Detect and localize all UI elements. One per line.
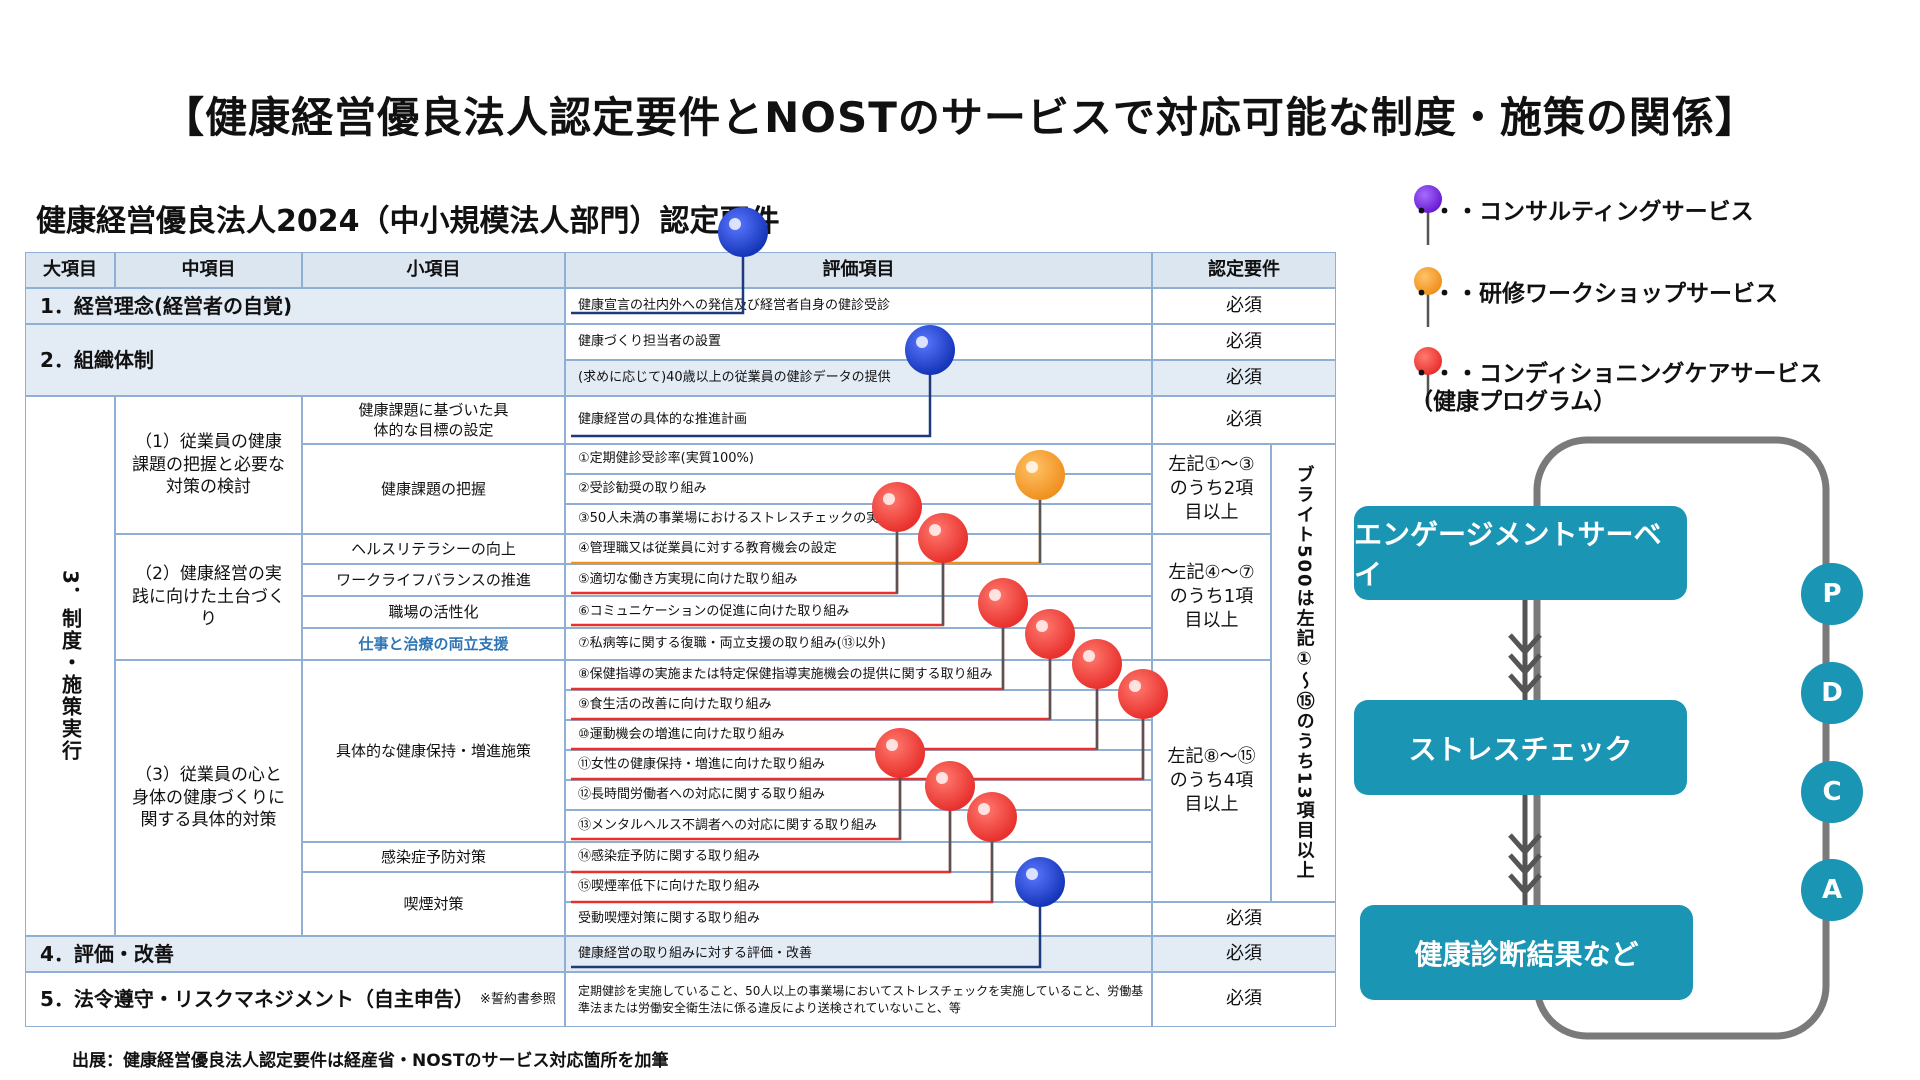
eval-row: 定期健診を実施していること、50人以上の事業場においてストレスチェックを実施して…	[565, 972, 1152, 1027]
header-req: 認定要件	[1152, 252, 1336, 288]
flow-arrow-2	[1508, 795, 1542, 905]
pdca-check: C	[1801, 761, 1863, 823]
section-1: 1．経営理念(経営者の自覚)	[25, 288, 565, 324]
pdca-plan: P	[1801, 563, 1863, 625]
flow-arrow-1	[1508, 600, 1542, 700]
req-must: 必須	[1152, 902, 1336, 936]
section-4: 4．評価・改善	[25, 936, 565, 972]
req-must: 必須	[1152, 396, 1336, 444]
eval-row: 健康づくり担当者の設置	[565, 324, 1152, 360]
eval-row: ⑮喫煙率低下に向けた取り組み	[565, 872, 1152, 902]
legend-item: ・・・コンサルティングサービス	[1410, 199, 1754, 225]
flow-health-checkup: 健康診断結果など	[1360, 905, 1693, 1000]
eval-row: ⑤適切な働き方実現に向けた取り組み	[565, 564, 1152, 596]
small-item: ワークライフバランスの推進	[302, 564, 565, 596]
small-item: ヘルスリテラシーの向上	[302, 534, 565, 564]
pdca-do: D	[1801, 662, 1863, 724]
pdca-act: A	[1801, 859, 1863, 921]
eval-row: ⑩運動機会の増進に向けた取り組み	[565, 720, 1152, 750]
legend-item: ・・・コンディショニングケアサービス（健康プログラム）	[1410, 361, 1823, 415]
middle-3: （3）従業員の心と身体の健康づくりに関する具体的対策	[115, 660, 302, 936]
eval-row: ④管理職又は従業員に対する教育機会の設定	[565, 534, 1152, 564]
eval-row: ⑧保健指導の実施または特定保健指導実施機会の提供に関する取り組み	[565, 660, 1152, 690]
table-title: 健康経営優良法人2024（中小規模法人部門）認定要件	[36, 204, 780, 239]
eval-row: ⑥コミュニケーションの促進に向けた取り組み	[565, 596, 1152, 628]
page-title: 【健康経営優良法人認定要件とNOSTのサービスで対応可能な制度・施策の関係】	[162, 93, 1758, 142]
requirements-table: 大項目 中項目 小項目 評価項目 認定要件 1．経営理念(経営者の自覚) 健康宣…	[25, 252, 1336, 1027]
middle-2: （2）健康経営の実践に向けた土台づくり	[115, 534, 302, 660]
small-item: 職場の活性化	[302, 596, 565, 628]
eval-row: ⑫長時間労働者への対応に関する取り組み	[565, 780, 1152, 810]
req-must: 必須	[1152, 288, 1336, 324]
eval-row: 受動喫煙対策に関する取り組み	[565, 902, 1152, 936]
eval-row: ⑨食生活の改善に向けた取り組み	[565, 690, 1152, 720]
eval-row: ⑦私病等に関する復職・両立支援の取り組み(⑬以外)	[565, 628, 1152, 660]
section-3-label: 3．制度・施策実行	[58, 570, 83, 762]
small-item: 感染症予防対策	[302, 842, 565, 872]
req-group-3: 左記⑧～⑮のうち4項目以上	[1152, 660, 1271, 902]
source-note: 出展：健康経営優良法人認定要件は経産省・NOSTのサービス対応箇所を加筆	[72, 1051, 669, 1071]
eval-row: (求めに応じて)40歳以上の従業員の健診データの提供	[565, 360, 1152, 396]
section-5-label: 5．法令遵守・リスクマネジメント（自主申告）	[40, 987, 474, 1011]
header-middle: 中項目	[115, 252, 302, 288]
req-must: 必須	[1152, 972, 1336, 1027]
section-5: 5．法令遵守・リスクマネジメント（自主申告） ※誓約書参照	[25, 972, 565, 1027]
header-large: 大項目	[25, 252, 115, 288]
eval-row: 健康宣言の社内外への発信及び経営者自身の健診受診	[565, 288, 1152, 324]
section-2: 2．組織体制	[25, 324, 565, 396]
small-item-link[interactable]: 仕事と治療の両立支援	[302, 628, 565, 660]
flow-engagement-survey: エンゲージメントサーベイ	[1354, 506, 1687, 600]
eval-row: ⑭感染症予防に関する取り組み	[565, 842, 1152, 872]
small-item: 喫煙対策	[302, 872, 565, 936]
header-eval: 評価項目	[565, 252, 1152, 288]
legend-item: ・・・研修ワークショップサービス	[1410, 281, 1778, 307]
req-group-2: 左記④～⑦のうち1項目以上	[1152, 534, 1271, 660]
small-item: 健康課題の把握	[302, 444, 565, 534]
section-5-note: ※誓約書参照	[479, 991, 556, 1007]
req-must: 必須	[1152, 360, 1336, 396]
req-bright500-label: ブライト500は左記①～⑮のうち13項目以上	[1293, 465, 1315, 881]
small-item: 具体的な健康保持・増進施策	[302, 660, 565, 842]
middle-1: （1）従業員の健康課題の把握と必要な対策の検討	[115, 396, 302, 534]
eval-row: ②受診勧奨の取り組み	[565, 474, 1152, 504]
req-bright500: ブライト500は左記①～⑮のうち13項目以上	[1271, 444, 1336, 902]
section-3: 3．制度・施策実行	[25, 396, 115, 936]
req-group-1: 左記①～③のうち2項目以上	[1152, 444, 1271, 534]
req-must: 必須	[1152, 936, 1336, 972]
small-item: 健康課題に基づいた具体的な目標の設定	[302, 396, 565, 444]
flow-stress-check: ストレスチェック	[1354, 700, 1687, 795]
eval-row: ①定期健診受診率(実質100%)	[565, 444, 1152, 474]
header-small: 小項目	[302, 252, 565, 288]
req-must: 必須	[1152, 324, 1336, 360]
eval-row: ③50人未満の事業場におけるストレスチェックの実施	[565, 504, 1152, 534]
eval-row: ⑬メンタルヘルス不調者への対応に関する取り組み	[565, 810, 1152, 842]
eval-row: 健康経営の取り組みに対する評価・改善	[565, 936, 1152, 972]
eval-row: ⑪女性の健康保持・増進に向けた取り組み	[565, 750, 1152, 780]
eval-row: 健康経営の具体的な推進計画	[565, 396, 1152, 444]
